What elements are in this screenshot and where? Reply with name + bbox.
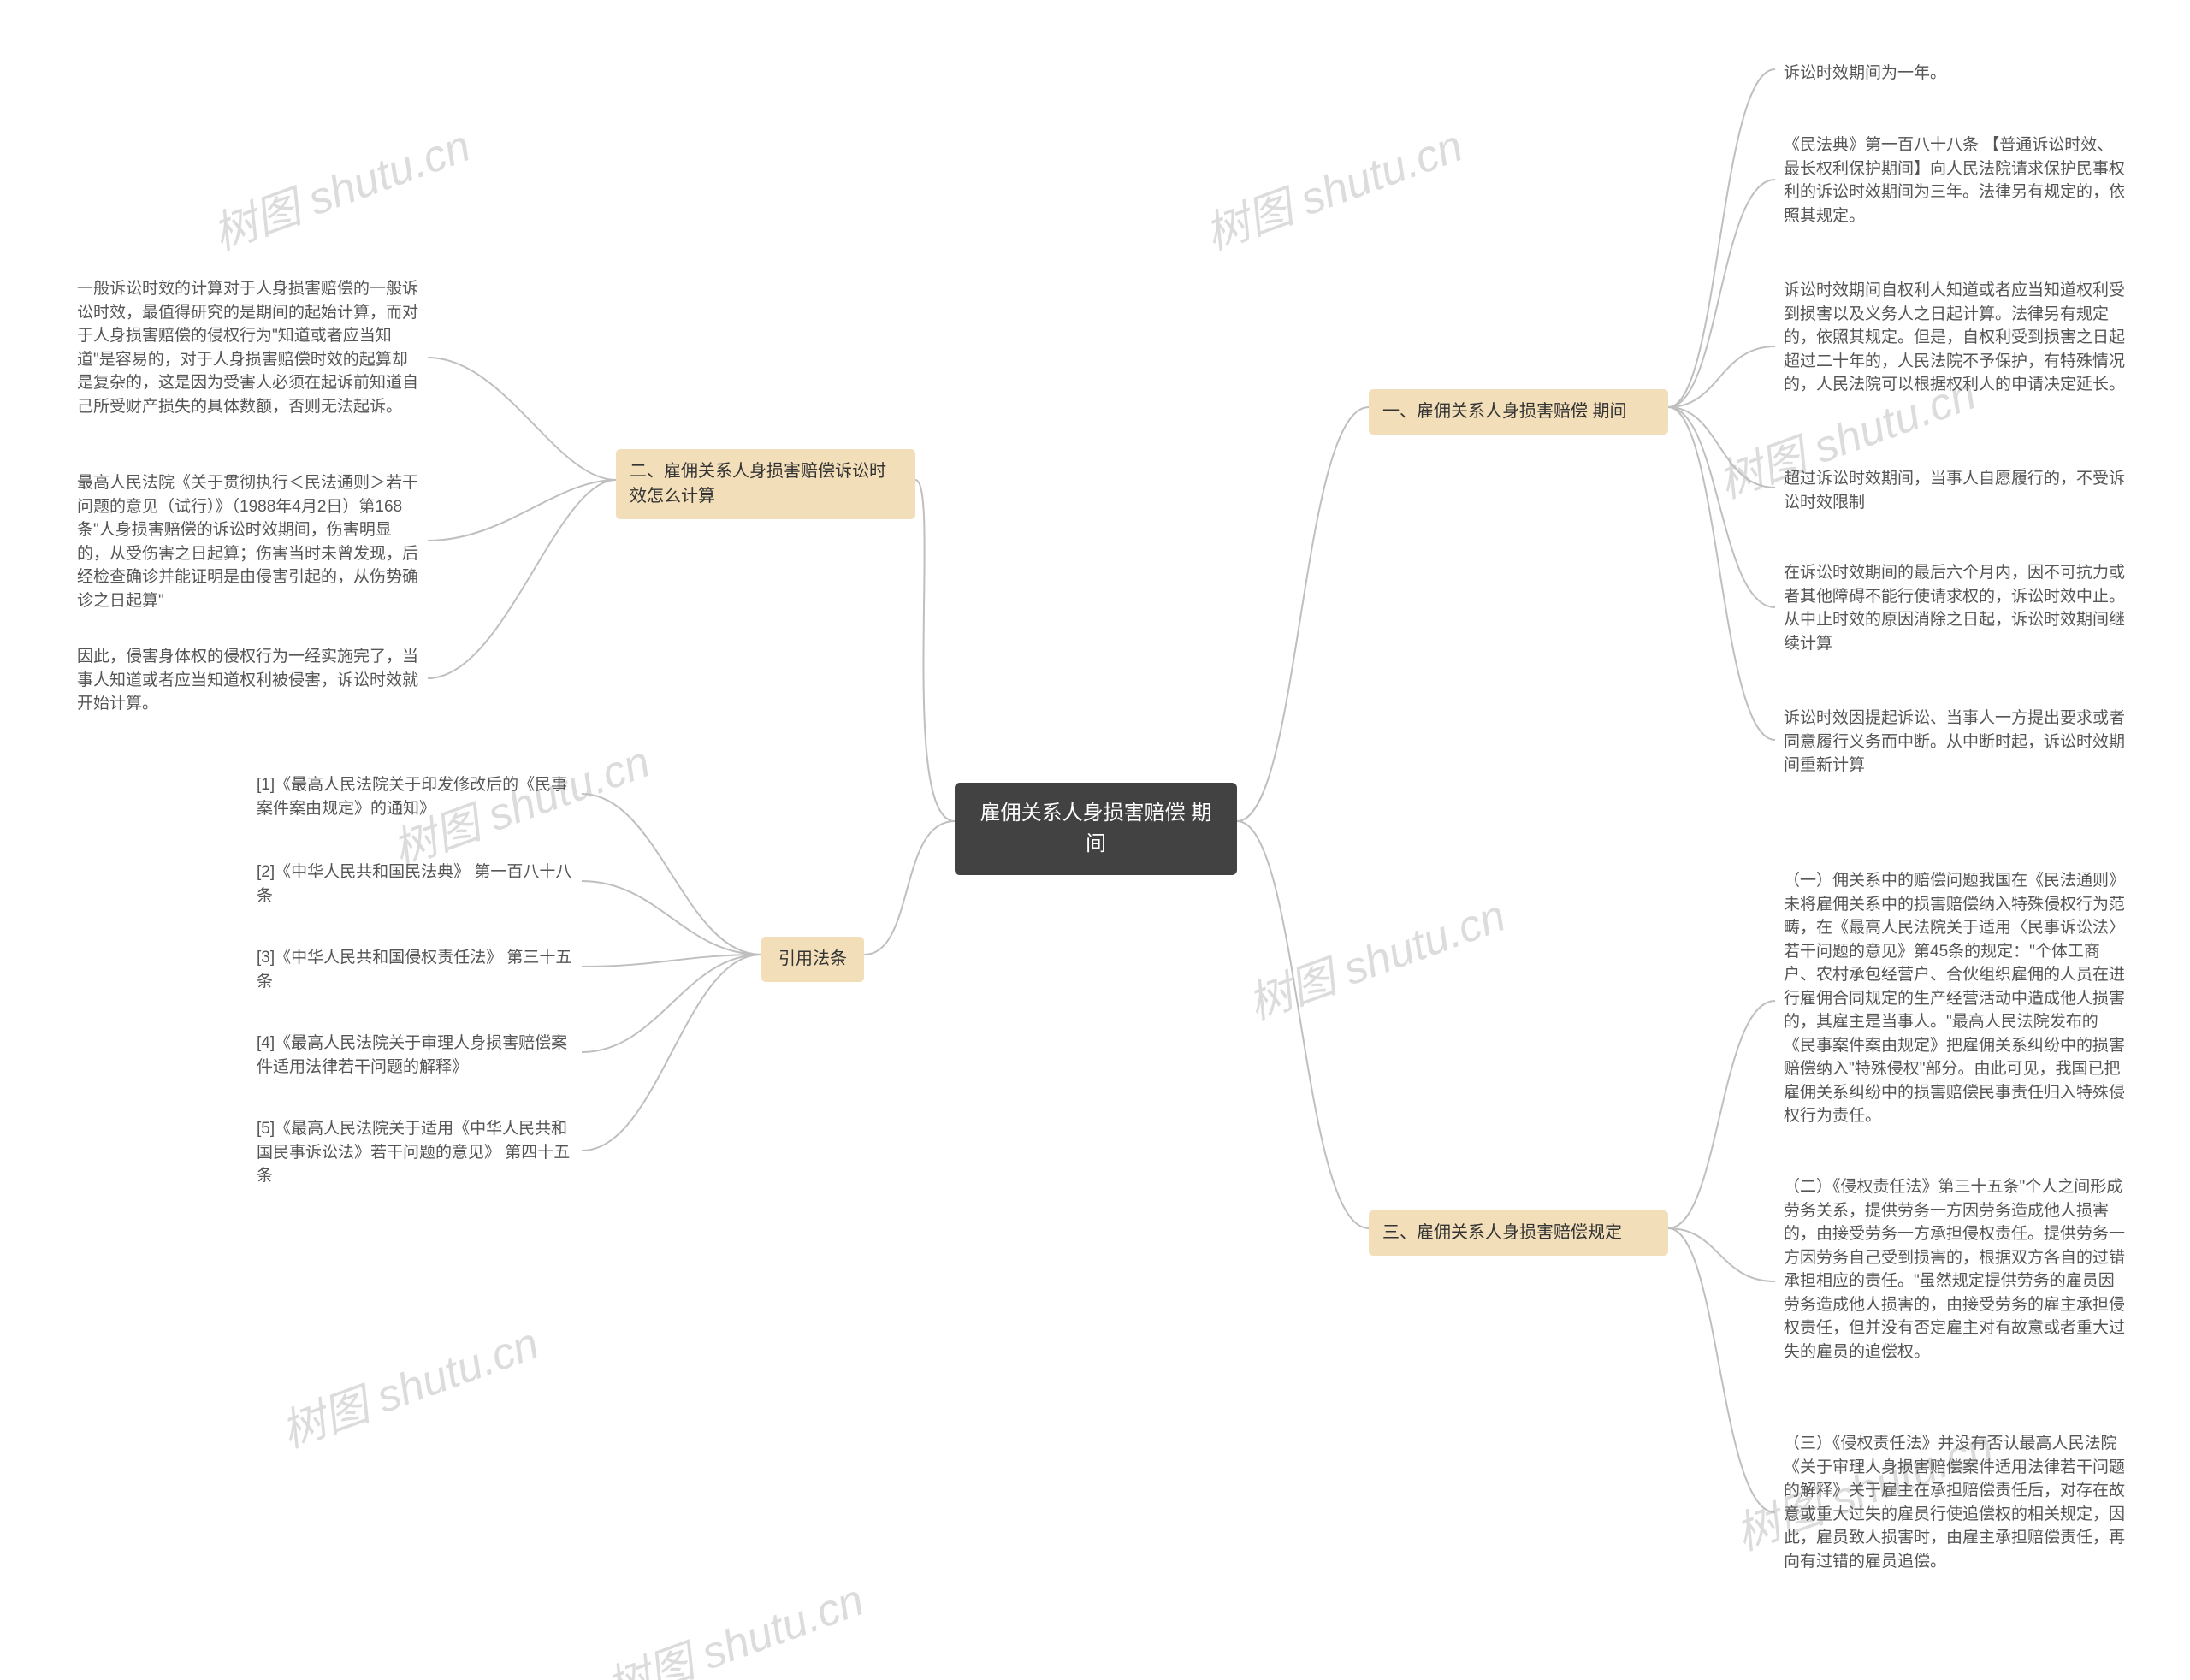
leaf-b4-3: [3]《中华人民共和国侵权责任法》 第三十五条 <box>248 941 582 998</box>
branch-4: 引用法条 <box>761 937 864 982</box>
branch-2: 二、雇佣关系人身损害赔偿诉讼时效怎么计算 <box>616 449 915 519</box>
leaf-b1-3: 诉讼时效期间自权利人知道或者应当知道权利受到损害以及义务人之日起计算。法律另有规… <box>1775 274 2134 402</box>
leaf-b3-3: （三）《侵权责任法》并没有否认最高人民法院《关于审理人身损害赔偿案件适用法律若干… <box>1775 1427 2134 1578</box>
leaf-b1-4: 超过诉讼时效期间，当事人自愿履行的，不受诉讼时效限制 <box>1775 462 2134 519</box>
leaf-b1-1: 诉讼时效期间为一年。 <box>1775 56 1955 91</box>
watermark: 树图 shutu.cn <box>203 109 478 262</box>
leaf-b4-1: [1]《最高人民法院关于印发修改后的《民事案件案由规定》的通知》 <box>248 768 582 825</box>
leaf-b1-5: 在诉讼时效期间的最后六个月内，因不可抗力或者其他障碍不能行使请求权的，诉讼时效中… <box>1775 556 2134 660</box>
leaf-b4-2: [2]《中华人民共和国民法典》 第一百八十八条 <box>248 855 582 913</box>
leaf-b3-2: （二）《侵权责任法》第三十五条"个人之间形成劳务关系，提供劳务一方因劳务造成他人… <box>1775 1170 2134 1369</box>
leaf-b2-1: 一般诉讼时效的计算对于人身损害赔偿的一般诉讼时效，最值得研究的是期间的起始计算，… <box>68 272 428 423</box>
mindmap-canvas: 树图 shutu.cn 树图 shutu.cn 树图 shutu.cn 树图 s… <box>0 0 2190 1680</box>
leaf-b2-3: 因此，侵害身体权的侵权行为一经实施完了，当事人知道或者应当知道权利被侵害，诉讼时… <box>68 640 428 721</box>
leaf-b1-6: 诉讼时效因提起诉讼、当事人一方提出要求或者同意履行义务而中断。从中断时起，诉讼时… <box>1775 701 2134 783</box>
center-node: 雇佣关系人身损害赔偿 期间 <box>955 783 1237 875</box>
watermark: 树图 shutu.cn <box>596 1564 872 1680</box>
branch-1: 一、雇佣关系人身损害赔偿 期间 <box>1369 389 1668 435</box>
branch-3: 三、雇佣关系人身损害赔偿规定 <box>1369 1210 1668 1256</box>
leaf-b1-2: 《民法典》第一百八十八条 【普通诉讼时效、最长权利保护期间】向人民法院请求保护民… <box>1775 128 2134 233</box>
leaf-b4-4: [4]《最高人民法院关于审理人身损害赔偿案件适用法律若干问题的解释》 <box>248 1026 582 1084</box>
leaf-b3-1: （一）佣关系中的赔偿问题我国在《民法通则》未将雇佣关系中的损害赔偿纳入特殊侵权行… <box>1775 864 2134 1133</box>
watermark: 树图 shutu.cn <box>271 1307 547 1459</box>
watermark: 树图 shutu.cn <box>1238 879 1513 1032</box>
watermark: 树图 shutu.cn <box>1195 109 1471 262</box>
leaf-b2-2: 最高人民法院《关于贯彻执行＜民法通则＞若干问题的意见（试行）》（1988年4月2… <box>68 466 428 618</box>
leaf-b4-5: [5]《最高人民法院关于适用《中华人民共和国民事诉讼法》若干问题的意见》 第四十… <box>248 1112 582 1193</box>
